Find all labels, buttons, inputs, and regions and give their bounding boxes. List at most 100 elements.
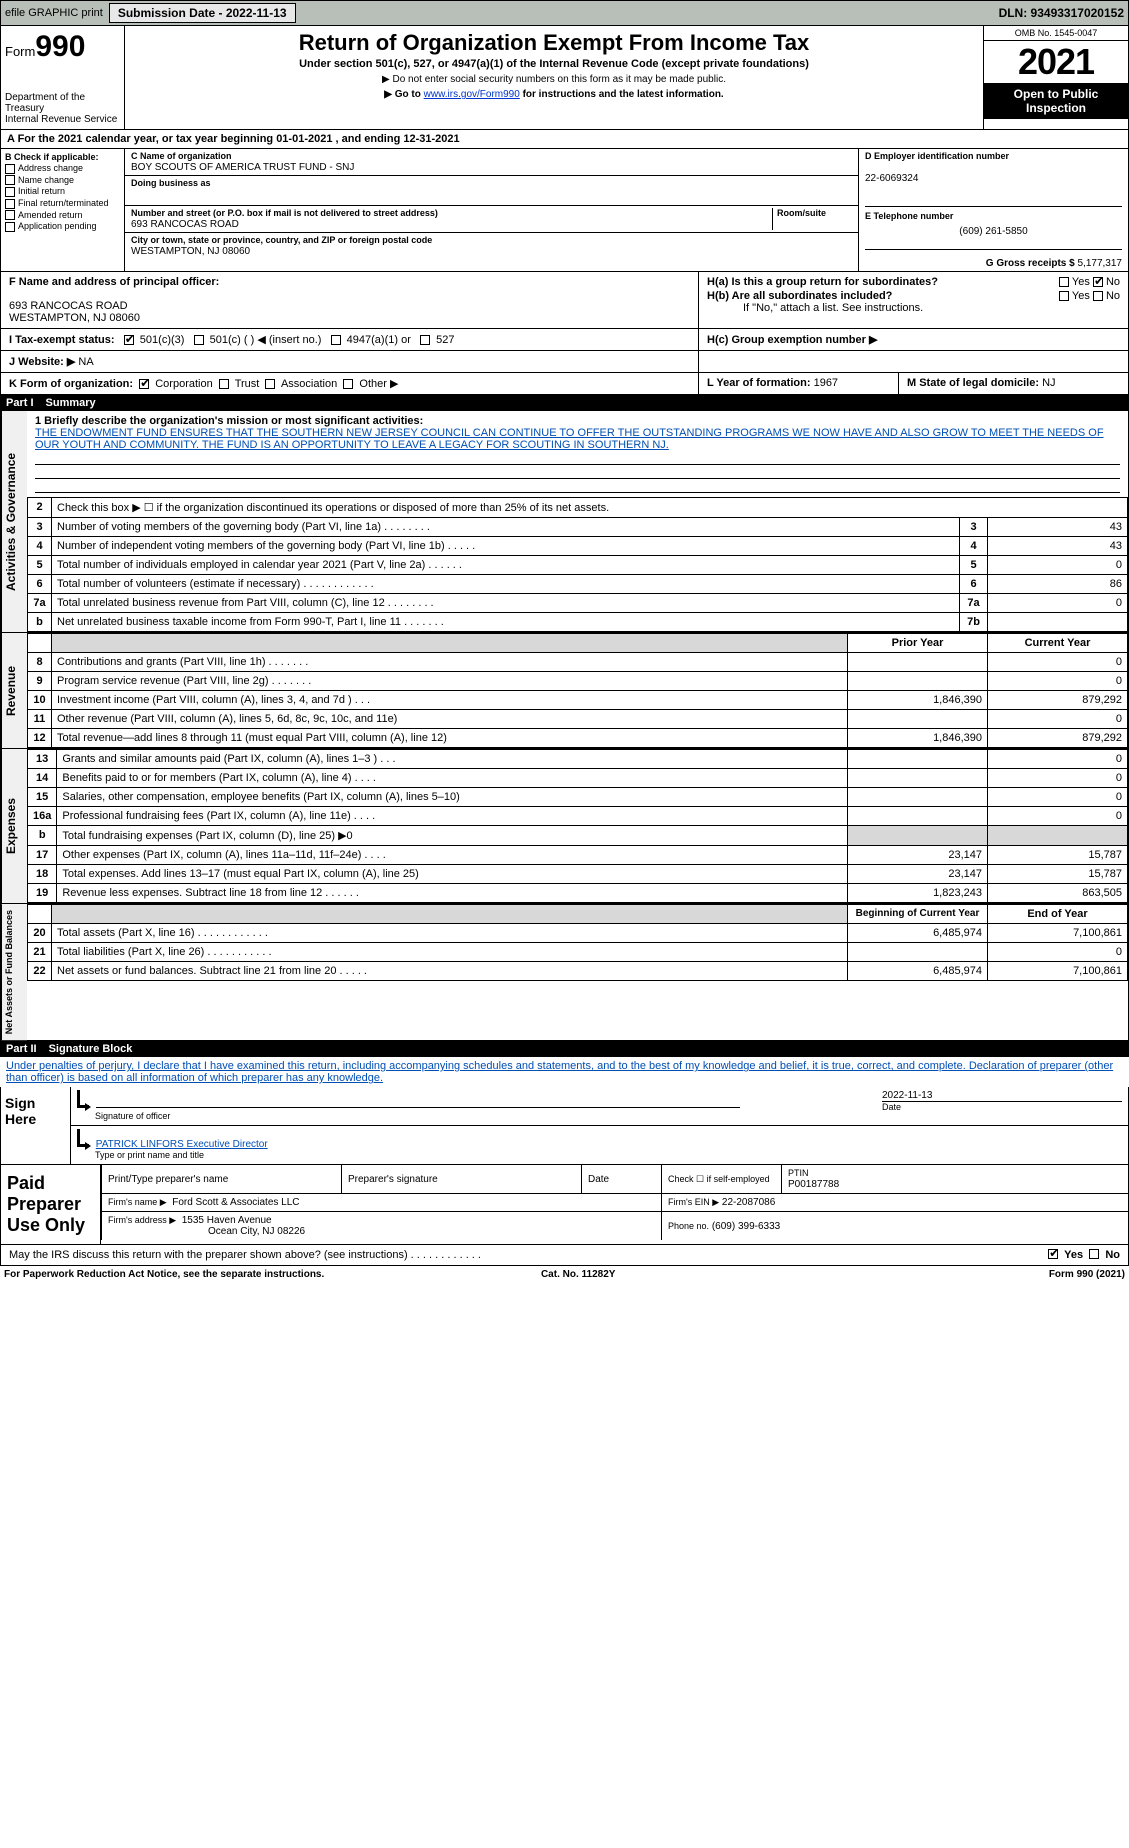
entity-block: B Check if applicable: Address change Na… [0, 149, 1129, 272]
lab-501c3: 501(c)(3) [140, 334, 185, 346]
gross-receipts-label: G Gross receipts $ [986, 258, 1075, 269]
line-num: 6 [28, 575, 52, 594]
ck-discuss-no[interactable] [1089, 1249, 1099, 1259]
line-idx: 7a [960, 594, 988, 613]
lab-other: Other ▶ [359, 378, 398, 390]
line7b-text: Net unrelated business taxable income fr… [52, 613, 960, 632]
efile-label: efile GRAPHIC print [5, 7, 103, 19]
pp-h3: Date [582, 1165, 662, 1194]
ck-501c[interactable] [194, 335, 204, 345]
ck-application-pending[interactable] [5, 222, 15, 232]
blank-line [35, 451, 1120, 465]
lab-4947: 4947(a)(1) or [347, 334, 411, 346]
footer-catno: Cat. No. 11282Y [541, 1269, 615, 1280]
ck-assoc[interactable] [265, 379, 275, 389]
val-7a: 0 [988, 594, 1128, 613]
lab-discuss-no: No [1105, 1249, 1120, 1261]
line21-text: Total liabilities (Part X, line 26) . . … [52, 943, 848, 962]
line-num: 9 [28, 672, 52, 691]
line-idx: 4 [960, 537, 988, 556]
governance-table: 2Check this box ▶ ☐ if the organization … [27, 497, 1128, 632]
lab-corp: Corporation [155, 378, 212, 390]
lab-final-return: Final return/terminated [18, 198, 109, 208]
e20: 7,100,861 [988, 924, 1128, 943]
sidebar-net-assets: Net Assets or Fund Balances [1, 904, 27, 1040]
line-num: 3 [28, 518, 52, 537]
firm-name-label: Firm's name ▶ [108, 1197, 167, 1207]
officer-name-label: Type or print name and title [95, 1150, 204, 1160]
paid-preparer-table: Print/Type preparer's name Preparer's si… [101, 1165, 1128, 1240]
tax-status-row: I Tax-exempt status: 501(c)(3) 501(c) ( … [0, 329, 1129, 351]
mission-text[interactable]: THE ENDOWMENT FUND ENSURES THAT THE SOUT… [35, 427, 1104, 451]
paid-preparer-label: Paid Preparer Use Only [1, 1165, 101, 1244]
submission-date-button[interactable]: Submission Date - 2022-11-13 [109, 3, 296, 23]
ck-final-return[interactable] [5, 199, 15, 209]
part2-num: Part II [6, 1043, 37, 1055]
lab-501c: 501(c) ( ) ◀ (insert no.) [210, 334, 322, 346]
line22-text: Net assets or fund balances. Subtract li… [52, 962, 848, 981]
part1-bar: Part I Summary [0, 395, 1129, 411]
sign-here-label: Sign Here [1, 1087, 71, 1164]
ck-ha-yes[interactable] [1059, 277, 1069, 287]
sidebar-revenue: Revenue [1, 633, 27, 748]
firm-name: Ford Scott & Associates LLC [172, 1197, 299, 1208]
ck-corp[interactable] [139, 379, 149, 389]
line-num: 15 [28, 788, 57, 807]
ck-ha-no[interactable] [1093, 277, 1103, 287]
ck-501c3[interactable] [124, 335, 134, 345]
j-label: J Website: ▶ [9, 356, 75, 368]
ck-hb-no[interactable] [1093, 291, 1103, 301]
goto-prefix: ▶ Go to [384, 89, 423, 100]
mission-question: 1 Briefly describe the organization's mi… [35, 415, 423, 427]
footer-right: Form 990 (2021) [1049, 1269, 1125, 1280]
part1-title: Summary [46, 397, 96, 409]
line-num: 22 [28, 962, 52, 981]
line-num: 13 [28, 750, 57, 769]
right-info: D Employer identification number 22-6069… [858, 149, 1128, 271]
line-num: 7a [28, 594, 52, 613]
city-label: City or town, state or province, country… [131, 235, 432, 245]
ck-trust[interactable] [219, 379, 229, 389]
form-title-block: Return of Organization Exempt From Incom… [125, 26, 983, 129]
line20-text: Total assets (Part X, line 16) . . . . .… [52, 924, 848, 943]
ck-amended[interactable] [5, 210, 15, 220]
c19: 863,505 [988, 884, 1128, 903]
m-value: NJ [1042, 377, 1055, 389]
ck-hb-yes[interactable] [1059, 291, 1069, 301]
h-end: End of Year [988, 905, 1128, 924]
sig-officer-label: Signature of officer [95, 1111, 170, 1121]
h-beginning: Beginning of Current Year [848, 905, 988, 924]
officer-name[interactable]: PATRICK LINFORS Executive Director [96, 1139, 268, 1150]
lab-address-change: Address change [18, 163, 83, 173]
line14-text: Benefits paid to or for members (Part IX… [57, 769, 848, 788]
irs-link[interactable]: www.irs.gov/Form990 [424, 89, 520, 100]
lab-527: 527 [436, 334, 454, 346]
ck-discuss-yes[interactable] [1048, 1249, 1058, 1259]
line3-text: Number of voting members of the governin… [52, 518, 960, 537]
firm-addr-label: Firm's address ▶ [108, 1215, 176, 1225]
sidebar-expenses: Expenses [1, 749, 27, 903]
c16a: 0 [988, 807, 1128, 826]
ck-other[interactable] [343, 379, 353, 389]
val-3: 43 [988, 518, 1128, 537]
pp-h2: Preparer's signature [342, 1165, 582, 1194]
ck-name-change[interactable] [5, 175, 15, 185]
open-public-inspection: Open to Public Inspection [984, 83, 1128, 119]
line13-text: Grants and similar amounts paid (Part IX… [57, 750, 848, 769]
line-num: b [28, 613, 52, 632]
line-num: 18 [28, 865, 57, 884]
ck-4947[interactable] [331, 335, 341, 345]
ck-initial-return[interactable] [5, 187, 15, 197]
form-org-row: K Form of organization: Corporation Trus… [0, 373, 1129, 395]
line19-text: Revenue less expenses. Subtract line 18 … [57, 884, 848, 903]
form-prefix: Form [5, 44, 35, 59]
form-subtitle: Under section 501(c), 527, or 4947(a)(1)… [133, 58, 975, 70]
goto-suffix: for instructions and the latest informat… [523, 89, 724, 100]
ck-527[interactable] [420, 335, 430, 345]
p14 [848, 769, 988, 788]
ck-address-change[interactable] [5, 164, 15, 174]
org-name: BOY SCOUTS OF AMERICA TRUST FUND - SNJ [131, 162, 354, 173]
city-value: WESTAMPTON, NJ 08060 [131, 246, 250, 257]
lab-initial-return: Initial return [18, 186, 65, 196]
ptin-value: P00187788 [788, 1179, 839, 1190]
